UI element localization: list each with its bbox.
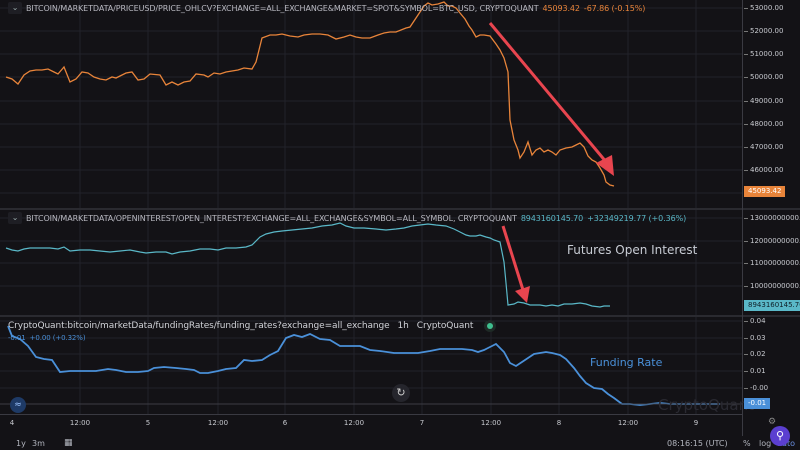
price-axis-tick: 48000.00 xyxy=(743,120,784,128)
funding-axis[interactable]: 0.04 0.03 0.02 0.01 -0.00 xyxy=(742,317,800,414)
oi-axis-tick: 13000000000.00 xyxy=(743,214,800,222)
price-axis-tick: 52000.00 xyxy=(743,27,784,35)
funding-axis-tick: 0.03 xyxy=(744,334,766,342)
clock-time[interactable]: 08:16:15 (UTC) xyxy=(667,439,728,448)
oi-change: +32349219.77 (+0.36%) xyxy=(587,213,687,223)
last-oi-tag: 8943160145.70 xyxy=(744,300,800,311)
range-1y-button[interactable]: 1y xyxy=(16,439,26,448)
funding-rate-line xyxy=(7,325,720,406)
time-axis-tick: 8 xyxy=(556,419,562,427)
vertical-grid xyxy=(79,0,697,414)
time-axis-tick: 5 xyxy=(145,419,151,427)
oi-axis-tick: 10000000000.00 xyxy=(743,282,800,290)
range-3m-button[interactable]: 3m xyxy=(32,439,45,448)
search-zoom-icon[interactable]: ⚲ xyxy=(770,426,790,446)
settings-gear-icon[interactable]: ⚙ xyxy=(768,417,777,427)
price-axis-tick: 50000.00 xyxy=(743,73,784,81)
log-toggle[interactable]: log xyxy=(759,439,772,448)
chart-style-icon[interactable]: ≈ xyxy=(10,397,26,413)
funding-value: -0.01 xyxy=(8,334,26,342)
price-axis-tick: 51000.00 xyxy=(743,50,784,58)
time-axis-tick: 7 xyxy=(419,419,425,427)
funding-axis-tick: 0.02 xyxy=(744,350,766,358)
funding-series-name: CryptoQuant:bitcoin/marketData/fundingRa… xyxy=(8,321,390,331)
time-axis-tick: 9 xyxy=(693,419,699,427)
funding-interval: 1h xyxy=(397,321,409,331)
cryptoquant-watermark: CryptoQuant xyxy=(658,396,754,414)
price-series-name: BITCOIN/MARKETDATA/PRICEUSD/PRICE_OHLCV?… xyxy=(26,3,539,13)
last-price-tag: 45093.42 xyxy=(744,186,786,197)
open-interest-line xyxy=(5,222,610,308)
price-line xyxy=(5,1,615,187)
price-legend: ⌄ BITCOIN/MARKETDATA/PRICEUSD/PRICE_OHLC… xyxy=(8,2,645,14)
funding-axis-tick: 0.04 xyxy=(744,317,766,325)
price-axis-tick: 46000.00 xyxy=(743,166,784,174)
time-axis-tick: 12:00 xyxy=(343,419,365,427)
price-axis-tick: 47000.00 xyxy=(743,143,784,151)
funding-legend: CryptoQuant:bitcoin/marketData/fundingRa… xyxy=(8,321,494,331)
price-value: 45093.42 xyxy=(542,3,580,13)
price-axis[interactable]: 53000.00 52000.00 51000.00 50000.00 4900… xyxy=(742,0,800,208)
oi-axis-tick: 12000000000.00 xyxy=(743,237,800,245)
pane-separator[interactable] xyxy=(0,208,800,210)
price-change: -67.86 (-0.15%) xyxy=(583,3,646,13)
time-axis-tick: 12:00 xyxy=(69,419,91,427)
horizontal-grid xyxy=(0,7,742,389)
funding-axis-tick: 0.01 xyxy=(744,367,766,375)
chevron-down-icon[interactable]: ⌄ xyxy=(8,2,22,14)
funding-axis-tick: -0.00 xyxy=(743,384,769,392)
oi-value: 8943160145.70 xyxy=(520,213,584,223)
reset-chart-icon[interactable]: ↻ xyxy=(392,384,410,402)
last-funding-tag: -0.01 xyxy=(744,398,771,409)
price-axis-tick: 53000.00 xyxy=(743,4,784,12)
oi-axis-tick: 11000000000.00 xyxy=(743,259,800,267)
live-status-dot-icon xyxy=(487,323,494,329)
time-axis-tick: 6 xyxy=(282,419,288,427)
funding-rate-annotation: Funding Rate xyxy=(590,356,663,369)
percent-toggle[interactable]: % xyxy=(743,439,751,448)
time-axis[interactable]: 4 12:00 5 12:00 6 12:00 7 12:00 8 12:00 … xyxy=(0,414,742,435)
price-axis-tick: 49000.00 xyxy=(743,97,784,105)
futures-open-interest-annotation: Futures Open Interest xyxy=(567,243,698,257)
oi-series-name: BITCOIN/MARKETDATA/OPENINTEREST/OPEN_INT… xyxy=(26,213,517,223)
downtrend-arrow-price xyxy=(488,22,614,176)
funding-change: +0.00 (+0.32%) xyxy=(29,334,86,342)
pane-separator[interactable] xyxy=(0,315,800,317)
downtrend-arrow-open-interest xyxy=(501,225,530,303)
bottom-toolbar: 1y 3m ▦ 08:16:15 (UTC) % log auto xyxy=(0,436,800,450)
calendar-range-icon[interactable]: ▦ xyxy=(64,438,73,448)
chevron-down-icon[interactable]: ⌄ xyxy=(8,212,22,224)
time-axis-tick: 12:00 xyxy=(480,419,502,427)
time-axis-tick: 12:00 xyxy=(207,419,229,427)
time-axis-tick: 4 xyxy=(9,419,15,427)
price-axis-border xyxy=(742,0,743,436)
funding-values: -0.01 +0.00 (+0.32%) xyxy=(8,334,86,342)
funding-source: CryptoQuant xyxy=(416,321,474,331)
time-axis-tick: 12:00 xyxy=(617,419,639,427)
open-interest-axis[interactable]: 13000000000.00 12000000000.00 1100000000… xyxy=(742,210,800,315)
open-interest-legend: ⌄ BITCOIN/MARKETDATA/OPENINTEREST/OPEN_I… xyxy=(8,212,686,224)
